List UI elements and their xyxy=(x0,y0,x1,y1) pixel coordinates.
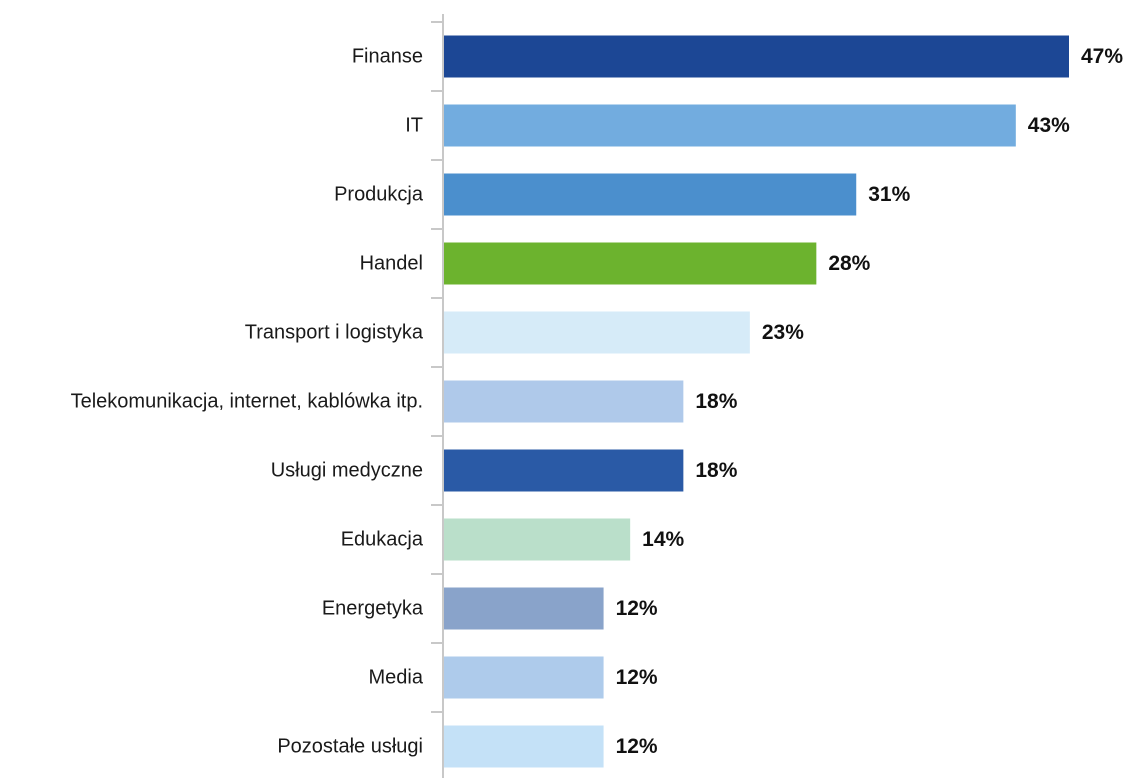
value-label: 12% xyxy=(616,666,658,689)
bar xyxy=(444,518,631,561)
category-label: Produkcja xyxy=(334,184,424,206)
bar xyxy=(444,311,750,354)
bar xyxy=(444,104,1016,147)
category-labels: Finanse IT Produkcja Handel Transport i logi… xyxy=(71,46,424,758)
axis-ticks xyxy=(431,21,443,713)
category-label: Finanse xyxy=(352,46,423,68)
bar xyxy=(444,380,684,423)
value-labels: 47% 43% 31% 28% 23% 18% 18% 14% 12% 12% 12% xyxy=(616,45,1124,758)
value-label: 28% xyxy=(828,252,870,275)
value-label: 12% xyxy=(616,735,658,758)
bar xyxy=(444,725,604,768)
category-label: Edukacja xyxy=(341,529,424,551)
bars-group xyxy=(444,35,1069,768)
bar xyxy=(444,656,604,699)
bar xyxy=(444,35,1069,78)
category-label: Pozostałe usługi xyxy=(277,736,423,758)
value-label: 14% xyxy=(642,528,684,551)
category-label: IT xyxy=(405,115,423,137)
value-label: 23% xyxy=(762,321,804,344)
category-label: Energetyka xyxy=(322,598,424,620)
value-label: 18% xyxy=(695,459,737,482)
category-label: Media xyxy=(369,667,424,689)
category-label: Handel xyxy=(360,253,423,275)
value-label: 18% xyxy=(695,390,737,413)
bar xyxy=(444,587,604,630)
bar xyxy=(444,449,684,492)
value-label: 43% xyxy=(1028,114,1070,137)
category-label: Usługi medyczne xyxy=(271,460,423,482)
value-label: 47% xyxy=(1081,45,1123,68)
category-label: Telekomunikacja, internet, kablówka itp. xyxy=(71,391,423,413)
bar xyxy=(444,173,857,216)
value-label: 12% xyxy=(616,597,658,620)
value-label: 31% xyxy=(868,183,910,206)
bar xyxy=(444,242,817,285)
category-label: Transport i logistyka xyxy=(245,322,424,344)
